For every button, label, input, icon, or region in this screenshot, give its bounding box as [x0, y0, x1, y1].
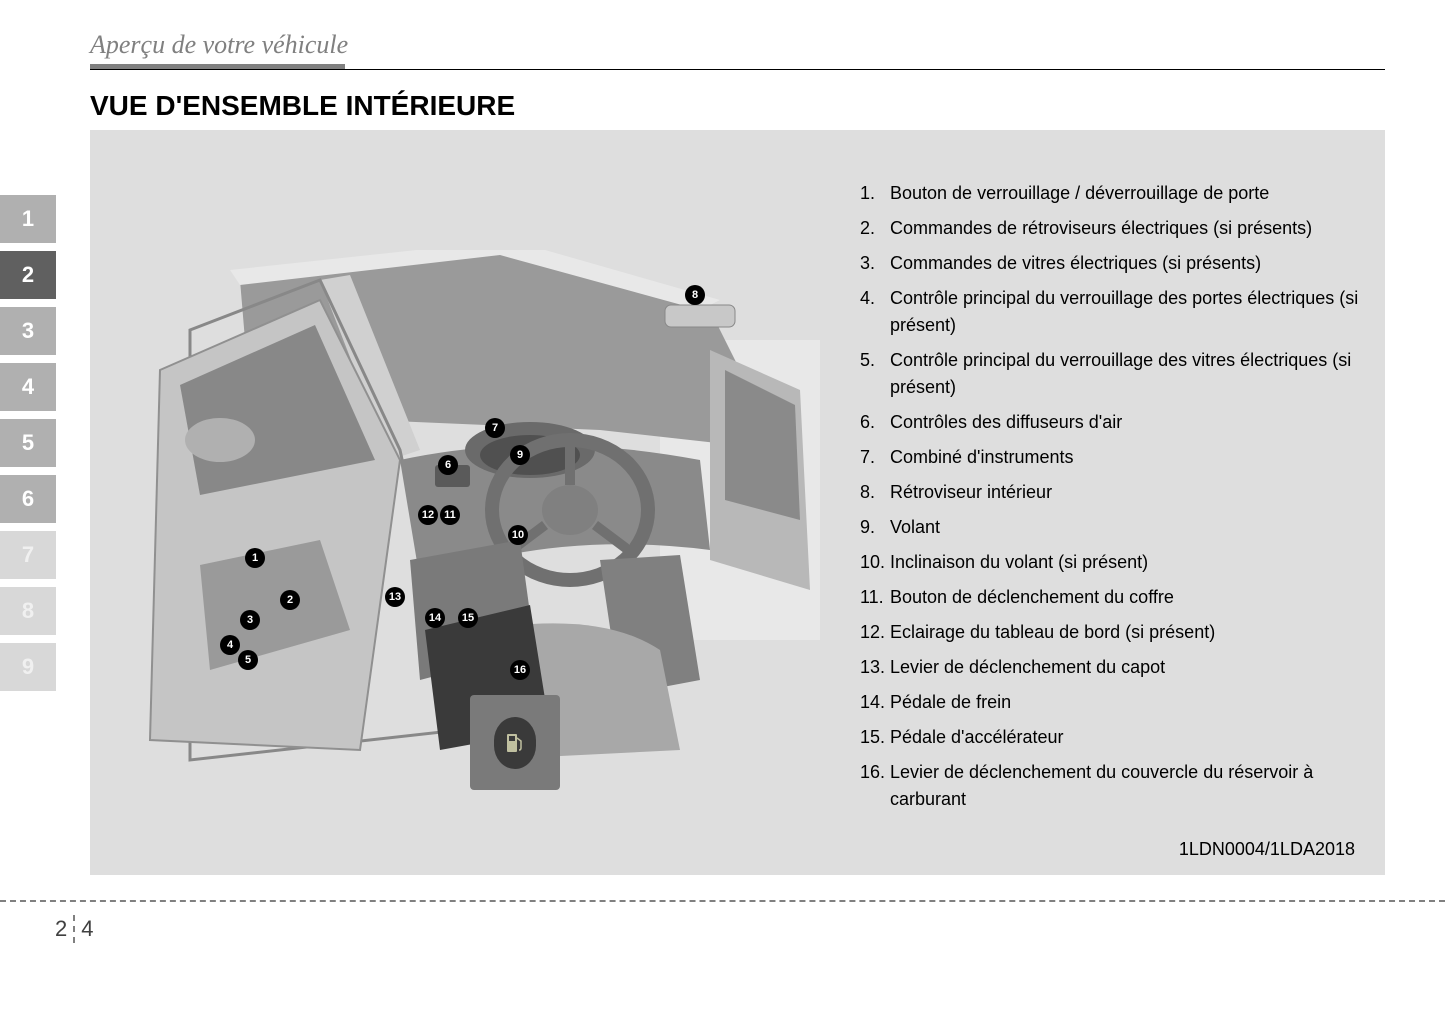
legend-item-number: 14. — [860, 689, 890, 716]
callout-3: 3 — [240, 610, 260, 630]
chapter-tab-8[interactable]: 8 — [0, 587, 56, 635]
legend-item-text: Rétroviseur intérieur — [890, 479, 1365, 506]
legend-item-number: 4. — [860, 285, 890, 339]
legend-item-number: 2. — [860, 215, 890, 242]
chapter-tab-7[interactable]: 7 — [0, 531, 56, 579]
legend-item-text: Pédale d'accélérateur — [890, 724, 1365, 751]
legend-item: 2.Commandes de rétroviseurs électriques … — [860, 215, 1365, 242]
callout-8: 8 — [685, 285, 705, 305]
legend-item: 14.Pédale de frein — [860, 689, 1365, 716]
callout-13: 13 — [385, 587, 405, 607]
legend-item: 1.Bouton de verrouillage / déverrouillag… — [860, 180, 1365, 207]
callout-2: 2 — [280, 590, 300, 610]
legend-item-number: 16. — [860, 759, 890, 813]
legend-item: 3.Commandes de vitres électriques (si pr… — [860, 250, 1365, 277]
chapter-tab-3[interactable]: 3 — [0, 307, 56, 355]
callout-5: 5 — [238, 650, 258, 670]
callout-9: 9 — [510, 445, 530, 465]
legend-item-number: 9. — [860, 514, 890, 541]
legend-item-text: Combiné d'instruments — [890, 444, 1365, 471]
legend-item: 5.Contrôle principal du verrouillage des… — [860, 347, 1365, 401]
legend-item-text: Volant — [890, 514, 1365, 541]
legend-item-text: Commandes de vitres électriques (si prés… — [890, 250, 1365, 277]
chapter-tab-1[interactable]: 1 — [0, 195, 56, 243]
callout-6: 6 — [438, 455, 458, 475]
reference-code: 1LDN0004/1LDA2018 — [1179, 839, 1355, 860]
legend-item: 7.Combiné d'instruments — [860, 444, 1365, 471]
chapter-tab-9[interactable]: 9 — [0, 643, 56, 691]
legend-item-number: 8. — [860, 479, 890, 506]
callout-11: 11 — [440, 505, 460, 525]
callout-14: 14 — [425, 608, 445, 628]
legend-item: 15.Pédale d'accélérateur — [860, 724, 1365, 751]
legend-item-number: 15. — [860, 724, 890, 751]
legend: 1.Bouton de verrouillage / déverrouillag… — [850, 130, 1385, 875]
section-subtitle: Aperçu de votre véhicule — [90, 30, 1385, 60]
legend-item-number: 12. — [860, 619, 890, 646]
legend-item: 4.Contrôle principal du verrouillage des… — [860, 285, 1365, 339]
header: Aperçu de votre véhicule VUE D'ENSEMBLE … — [90, 30, 1385, 122]
legend-item-text: Pédale de frein — [890, 689, 1365, 716]
chapter-nav: 1 2 3 4 5 6 7 8 9 — [0, 195, 56, 691]
legend-item-text: Commandes de rétroviseurs électriques (s… — [890, 215, 1365, 242]
callout-15: 15 — [458, 608, 478, 628]
fuel-door-inset — [470, 695, 560, 790]
legend-item-text: Eclairage du tableau de bord (si présent… — [890, 619, 1365, 646]
chapter-tab-2[interactable]: 2 — [0, 251, 56, 299]
legend-item-text: Contrôle principal du verrouillage des v… — [890, 347, 1365, 401]
legend-item-number: 10. — [860, 549, 890, 576]
page-number: 2 4 — [55, 915, 94, 943]
legend-item-text: Inclinaison du volant (si présent) — [890, 549, 1365, 576]
chapter-tab-6[interactable]: 6 — [0, 475, 56, 523]
legend-item-number: 3. — [860, 250, 890, 277]
legend-item-number: 13. — [860, 654, 890, 681]
callout-12: 12 — [418, 505, 438, 525]
callout-1: 1 — [245, 548, 265, 568]
legend-item-number: 6. — [860, 409, 890, 436]
footer-divider — [0, 900, 1445, 902]
legend-item-text: Contrôles des diffuseurs d'air — [890, 409, 1365, 436]
legend-list: 1.Bouton de verrouillage / déverrouillag… — [860, 180, 1365, 813]
callout-10: 10 — [508, 525, 528, 545]
legend-item: 9.Volant — [860, 514, 1365, 541]
diagram-area: 12345678910111213141516 — [90, 130, 850, 875]
fuel-pump-icon — [494, 717, 536, 769]
chapter-tab-5[interactable]: 5 — [0, 419, 56, 467]
legend-item-text: Levier de déclenchement du capot — [890, 654, 1365, 681]
legend-item: 13.Levier de déclenchement du capot — [860, 654, 1365, 681]
legend-item: 16.Levier de déclenchement du couvercle … — [860, 759, 1365, 813]
legend-item-number: 5. — [860, 347, 890, 401]
legend-item-number: 1. — [860, 180, 890, 207]
legend-item-number: 11. — [860, 584, 890, 611]
callout-4: 4 — [220, 635, 240, 655]
content-box: 12345678910111213141516 1.Bouton de verr… — [90, 130, 1385, 875]
legend-item: 6.Contrôles des diffuseurs d'air — [860, 409, 1365, 436]
page-title: VUE D'ENSEMBLE INTÉRIEURE — [90, 90, 1385, 122]
legend-item: 8.Rétroviseur intérieur — [860, 479, 1365, 506]
legend-item-text: Contrôle principal du verrouillage des p… — [890, 285, 1365, 339]
legend-item: 11.Bouton de déclenchement du coffre — [860, 584, 1365, 611]
chapter-number: 2 — [55, 916, 67, 942]
callout-16: 16 — [510, 660, 530, 680]
legend-item: 12.Eclairage du tableau de bord (si prés… — [860, 619, 1365, 646]
full-underline — [90, 69, 1385, 70]
legend-item-number: 7. — [860, 444, 890, 471]
legend-item-text: Bouton de verrouillage / déverrouillage … — [890, 180, 1365, 207]
legend-item: 10.Inclinaison du volant (si présent) — [860, 549, 1365, 576]
callout-7: 7 — [485, 418, 505, 438]
chapter-tab-4[interactable]: 4 — [0, 363, 56, 411]
page-num: 4 — [81, 916, 93, 942]
legend-item-text: Bouton de déclenchement du coffre — [890, 584, 1365, 611]
page-separator — [73, 915, 75, 943]
legend-item-text: Levier de déclenchement du couvercle du … — [890, 759, 1365, 813]
